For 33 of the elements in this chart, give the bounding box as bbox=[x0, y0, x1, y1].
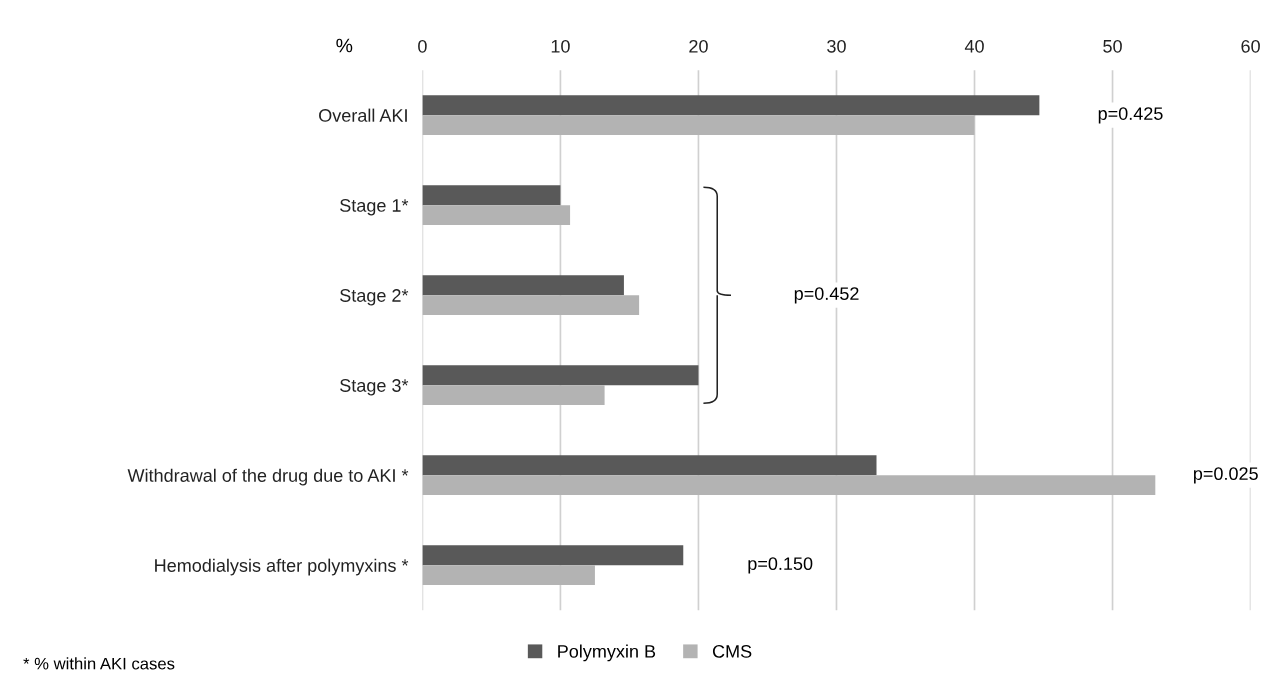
x-tick-label: 10 bbox=[551, 39, 570, 53]
y-tick-label: Hemodialysis after polymyxins * bbox=[155, 558, 409, 576]
annotation: p=0.425 bbox=[1098, 107, 1163, 124]
x-tick-label: 30 bbox=[827, 39, 846, 53]
bar bbox=[422, 455, 877, 476]
y-tick-label: Stage 1* bbox=[340, 199, 409, 216]
bar bbox=[422, 545, 684, 566]
legend-label: CMS bbox=[712, 644, 752, 658]
x-tick-label: 40 bbox=[964, 39, 984, 53]
x-axis-title: % bbox=[336, 38, 353, 53]
annotation: p=0.452 bbox=[794, 287, 859, 304]
bar bbox=[422, 475, 1156, 495]
y-tick-label: Overall AKI bbox=[319, 108, 407, 122]
bar bbox=[422, 565, 595, 585]
y-tick-label: Stage 3* bbox=[340, 379, 409, 396]
bar bbox=[422, 205, 571, 225]
text: * % within AKI cases bbox=[23, 657, 175, 670]
bar bbox=[422, 115, 975, 135]
y-tick-label: Stage 2* bbox=[340, 289, 409, 306]
y-tick-label: Withdrawal of the drug due to AKI * bbox=[127, 468, 409, 486]
x-tick-label: 60 bbox=[1241, 39, 1260, 53]
bar bbox=[422, 365, 699, 386]
bar bbox=[422, 385, 605, 405]
annotation: p=0.025 bbox=[1194, 467, 1258, 484]
x-tick-label: 50 bbox=[1103, 39, 1122, 53]
bar bbox=[422, 275, 624, 296]
bar bbox=[422, 95, 1040, 116]
bar bbox=[422, 295, 640, 315]
annotation: p=0.150 bbox=[748, 557, 813, 574]
bar bbox=[422, 185, 561, 206]
legend-label: Polymyxin B bbox=[558, 644, 656, 662]
x-tick-label: 0 bbox=[418, 39, 427, 53]
x-tick-label: 20 bbox=[689, 39, 708, 53]
